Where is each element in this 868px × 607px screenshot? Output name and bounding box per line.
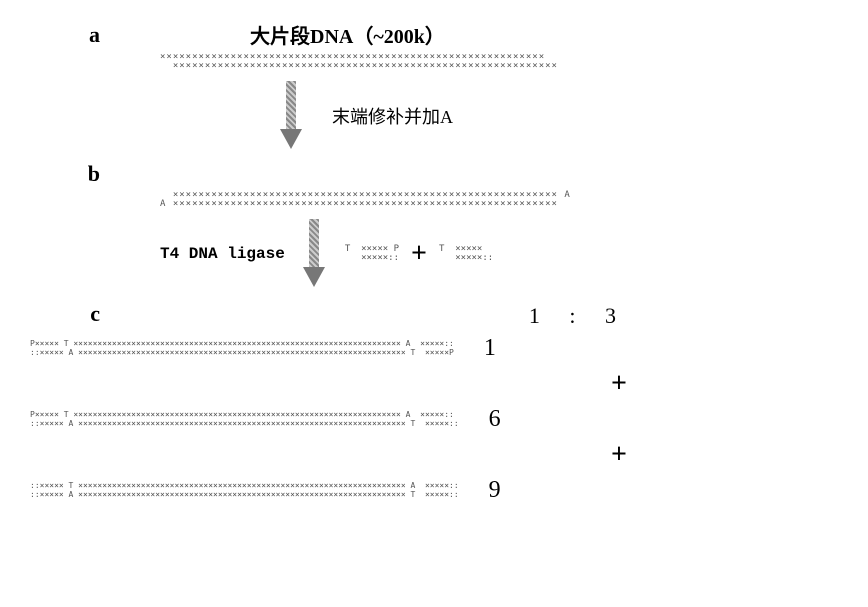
arrow-step-1: 末端修补并加A	[280, 81, 848, 151]
adapter-1: T ××××× P ×××××::	[345, 245, 399, 263]
product-1: P××××× T ×××××××××××××××××××××××××××××××…	[30, 335, 848, 362]
product-2: P××××× T ×××××××××××××××××××××××××××××××…	[30, 406, 848, 433]
row-c: c 1 : 3	[20, 299, 848, 329]
p3-bot: ::××××× A ××××××××××××××××××××××××××××××…	[30, 491, 459, 500]
arrow-step-2: T4 DNA ligase T ××××× P ×××××:: + T ××××…	[160, 219, 848, 289]
product-2-dna: P××××× T ×××××××××××××××××××××××××××××××…	[30, 411, 459, 429]
step-label-c: c	[20, 301, 130, 327]
side-num-2: 6	[489, 406, 501, 433]
arrow-down-icon	[280, 81, 302, 151]
dna-a: ××××××××××××××××××××××××××××××××××××××××…	[160, 53, 848, 71]
adapter1-bot: ×××××::	[345, 254, 399, 263]
row-b: b	[20, 161, 848, 187]
step-label-a: a	[20, 22, 130, 48]
header-row: a 大片段DNA（~200k）	[20, 20, 848, 49]
product-3: ::××××× T ××××××××××××××××××××××××××××××…	[30, 477, 848, 504]
dna-b: ××××××××××××××××××××××××××××××××××××××××…	[160, 191, 848, 209]
arrow-down-icon-2	[303, 219, 325, 289]
plus-sep-2: +	[390, 439, 848, 471]
arrow2-left-label: T4 DNA ligase	[160, 245, 285, 263]
products: P××××× T ×××××××××××××××××××××××××××××××…	[30, 335, 848, 504]
step-label-b: b	[20, 161, 130, 187]
plus-icon: +	[411, 238, 427, 270]
arrow1-label: 末端修补并加A	[332, 103, 453, 129]
ratio-text: 1 : 3	[529, 303, 628, 329]
adapter2-bot: ×××××::	[439, 254, 493, 263]
side-num-3: 9	[489, 477, 501, 504]
diagram-title: 大片段DNA（~200k）	[250, 20, 445, 49]
plus-sep-1: +	[390, 368, 848, 400]
dna-a-bot: ××××××××××××××××××××××××××××××××××××××××…	[160, 62, 848, 71]
product-3-dna: ::××××× T ××××××××××××××××××××××××××××××…	[30, 482, 459, 500]
product-1-dna: P××××× T ×××××××××××××××××××××××××××××××…	[30, 340, 454, 358]
p1-bot: ::××××× A ××××××××××××××××××××××××××××××…	[30, 349, 454, 358]
p2-bot: ::××××× A ××××××××××××××××××××××××××××××…	[30, 420, 459, 429]
adapter-2: T ××××× ×××××::	[439, 245, 493, 263]
side-num-1: 1	[484, 335, 496, 362]
dna-b-bot: A ××××××××××××××××××××××××××××××××××××××…	[160, 200, 848, 209]
adapter-group: T ××××× P ×××××:: + T ××××× ×××××::	[345, 238, 493, 270]
